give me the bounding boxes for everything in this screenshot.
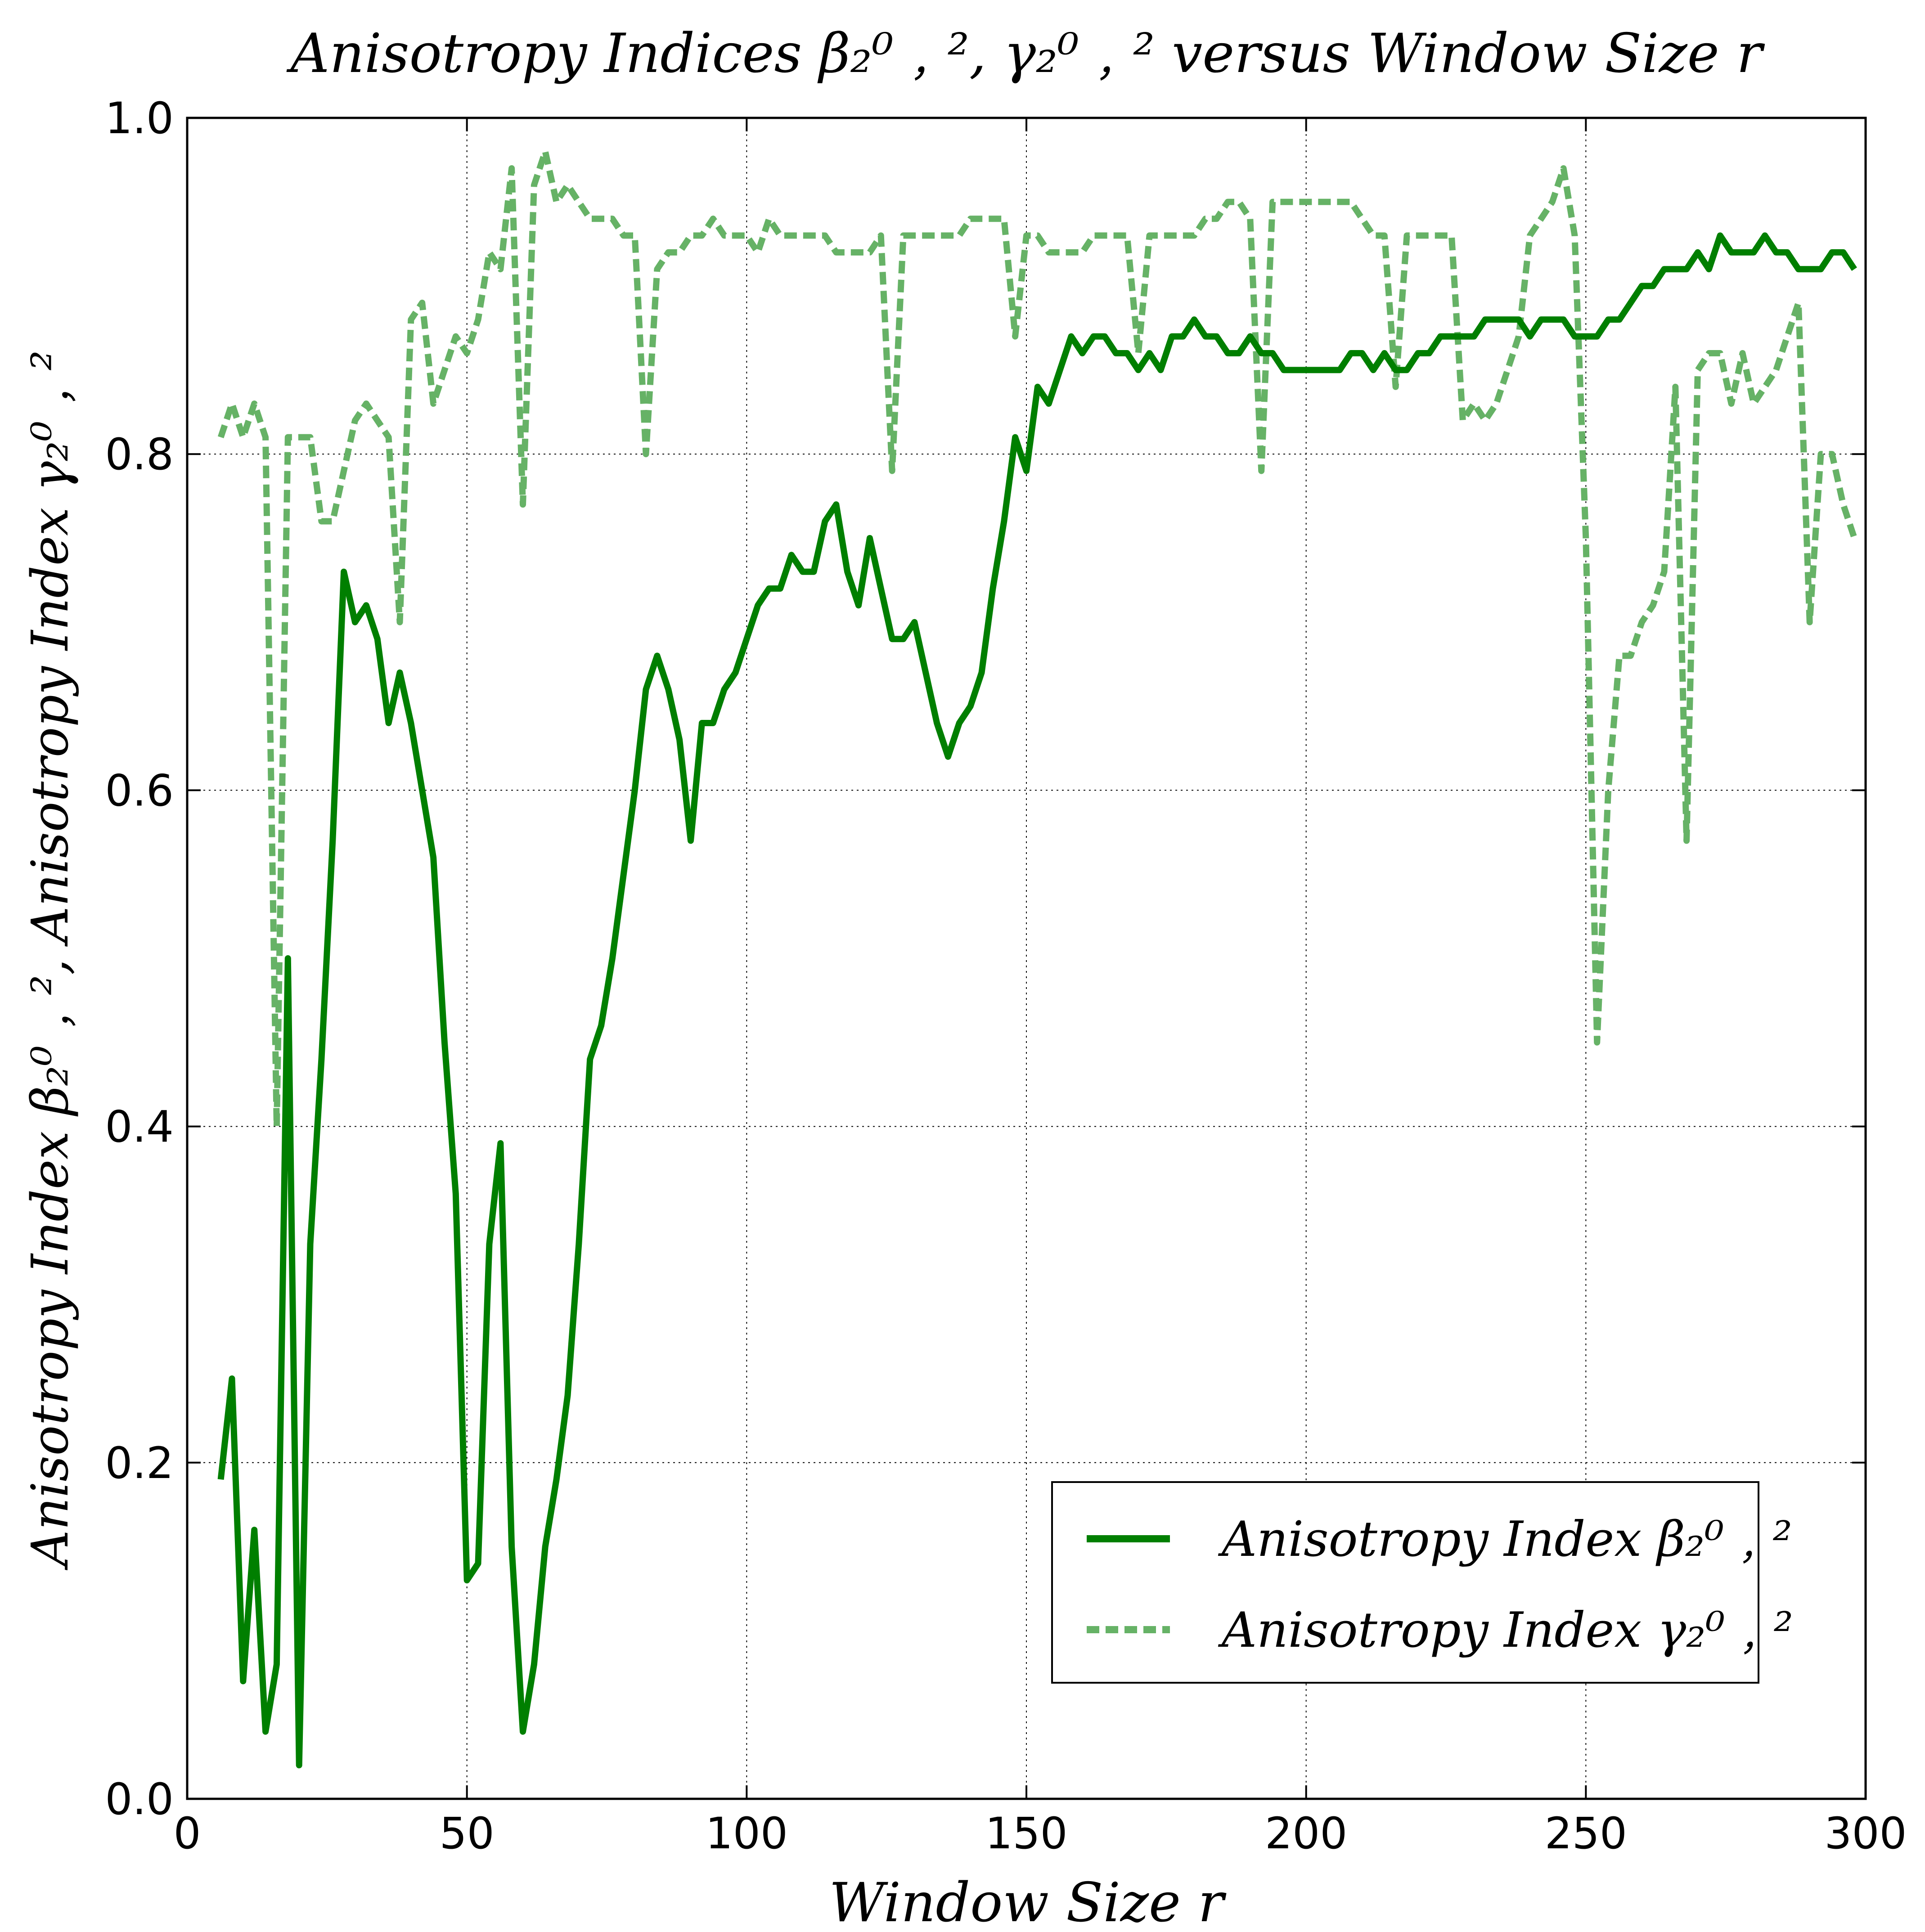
y-tick-label: 1.0 [105,93,174,144]
chart-title: Anisotropy Indices β₂⁰﹐², γ₂⁰﹐² versus W… [286,22,1765,85]
x-tick-label: 50 [440,1808,495,1859]
series-line-beta [217,232,1857,1769]
x-tick-label: 150 [985,1808,1067,1859]
y-tick-label: 0.0 [105,1774,174,1824]
series-layer [217,148,1858,1769]
x-tick-label: 300 [1824,1808,1907,1859]
legend: Anisotropy Index β₂⁰﹐² Anisotropy Index … [1051,1481,1793,1684]
y-tick-label: 0.8 [105,429,174,480]
y-axis-label: Anisotropy Index β₂⁰﹐², Anisotropy Index… [21,350,80,1570]
legend-box [1051,1481,1759,1684]
x-tick-label: 100 [706,1808,788,1859]
y-tick-label: 0.4 [105,1102,174,1152]
x-tick-label: 200 [1265,1808,1347,1859]
legend-label-beta: Anisotropy Index β₂⁰﹐² [1218,1511,1792,1568]
legend-label-gamma: Anisotropy Index γ₂⁰﹐² [1218,1602,1793,1658]
tick-labels: 0 50 100 150 200 250 300 0.0 0.2 0.4 0.6 0.8 1.0 [105,93,1907,1859]
x-tick-label: 250 [1545,1808,1627,1859]
y-tick-label: 0.2 [105,1438,174,1488]
x-axis-label: Window Size r [829,1872,1227,1932]
ticks [186,117,1867,1800]
x-tick-label: 0 [173,1808,201,1859]
series-line-gamma [217,148,1858,1130]
y-tick-label: 0.6 [105,765,174,816]
